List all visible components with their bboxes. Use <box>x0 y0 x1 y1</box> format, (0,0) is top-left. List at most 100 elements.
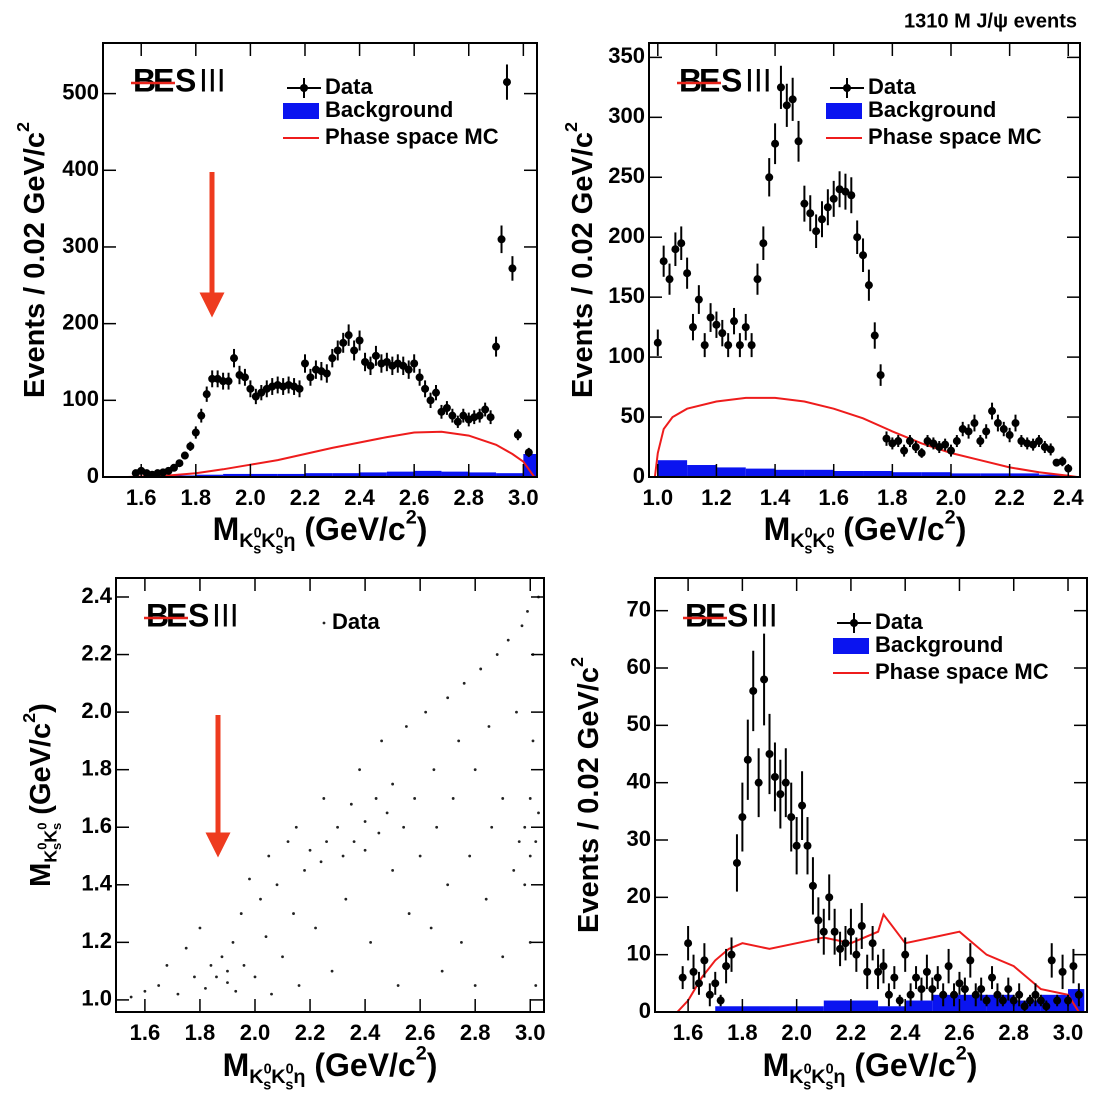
data-point <box>738 813 747 822</box>
data-point <box>700 956 709 965</box>
data-point <box>829 194 838 203</box>
data-point <box>977 985 986 994</box>
axis-title-part: (GeV/c <box>25 723 57 823</box>
scatter-point <box>358 768 361 772</box>
data-point <box>712 320 721 329</box>
data-point <box>689 967 698 976</box>
y-tick-label: 50 <box>627 711 651 736</box>
data-point <box>421 384 430 393</box>
scatter-point <box>515 710 518 714</box>
axis-title-part: (GeV/c <box>295 511 405 547</box>
axis-title-part: s <box>285 1077 293 1093</box>
scatter-point <box>363 820 367 823</box>
data-point <box>847 191 856 200</box>
y-tick-label: 1.4 <box>81 871 112 896</box>
plot-area <box>676 633 1085 1012</box>
background-bar <box>195 474 224 477</box>
axis-title-part: 2 <box>19 713 39 723</box>
data-point <box>787 813 796 822</box>
data-point <box>711 979 720 988</box>
data-point <box>971 990 980 999</box>
data-point <box>1047 956 1056 965</box>
data-point <box>922 967 931 976</box>
axis-title-part: M <box>223 1047 250 1083</box>
axis-title-part: K <box>812 530 827 552</box>
background-bar <box>742 1006 770 1012</box>
data-point <box>944 962 953 971</box>
x-tick-label: 1.6 <box>130 1020 161 1045</box>
data-point <box>339 338 348 347</box>
axis-title: MK0 sK0 sη (GeV/c2) <box>763 1043 978 1094</box>
scatter-point <box>473 984 477 987</box>
data-point <box>993 419 1002 428</box>
data-point <box>1011 419 1020 428</box>
scatter-point <box>377 831 381 835</box>
data-point <box>782 101 791 110</box>
scatter-point <box>495 653 499 656</box>
data-point <box>724 341 733 350</box>
background-bar <box>1038 474 1069 477</box>
data-point <box>792 841 801 850</box>
data-point <box>322 369 331 378</box>
axis-title-part: (GeV/c <box>845 1047 955 1083</box>
background-bar <box>769 1006 797 1012</box>
legend-label: Background <box>875 632 1003 657</box>
data-point <box>432 388 441 397</box>
scatter-point <box>501 955 505 959</box>
axis-title-part: 0 <box>264 1061 272 1077</box>
axis-title: MK0 sK0 sη (GeV/c2) <box>223 1043 438 1094</box>
axis-title-part: ) <box>417 511 428 547</box>
data-point <box>659 257 668 266</box>
legend-label: Phase space MC <box>875 659 1049 684</box>
mc-curve <box>653 396 1078 477</box>
y-tick-label: 50 <box>621 403 645 428</box>
scatter-point <box>487 725 491 728</box>
y-tick-label: 0 <box>87 463 99 488</box>
data-point <box>426 396 435 405</box>
data-point <box>1074 990 1083 999</box>
data-point <box>906 990 915 999</box>
data-point <box>486 413 495 422</box>
data-point <box>716 996 725 1005</box>
data-point <box>857 922 866 931</box>
scatter-point <box>446 696 450 700</box>
scatter-point <box>534 840 538 844</box>
x-tick-label: 2.4 <box>344 485 375 510</box>
data-point <box>1015 990 1024 999</box>
axis-title-part: K <box>790 530 805 552</box>
scatter-point <box>385 811 389 815</box>
logo-letter: B <box>133 62 156 98</box>
scatter-point <box>231 940 235 944</box>
data-point <box>180 451 189 460</box>
data-point <box>1005 431 1014 440</box>
data-point <box>1046 445 1055 454</box>
scatter-point <box>402 825 406 829</box>
scatter-point <box>248 877 251 881</box>
data-point <box>964 427 973 436</box>
data-point <box>1042 1002 1051 1011</box>
data-point <box>901 950 910 959</box>
axis-title-part: K <box>789 1066 804 1088</box>
scatter-point <box>193 975 196 979</box>
logo-letter: B <box>679 62 702 98</box>
data-point <box>765 173 774 182</box>
logo-letter: III <box>199 62 226 98</box>
data-point <box>448 411 457 420</box>
scatter-point <box>294 825 298 829</box>
data-point <box>890 973 899 982</box>
logo-letter: S <box>188 597 209 633</box>
legend-marker <box>283 103 319 119</box>
axis-title-part: s <box>826 541 834 557</box>
x-tick-label: 2.2 <box>295 1020 326 1045</box>
legend-marker <box>833 638 869 654</box>
data-point <box>911 443 920 452</box>
y-tick-label: 2.4 <box>81 583 112 608</box>
axis-title-part: 2 <box>561 122 581 132</box>
legend-label: Data <box>325 74 373 99</box>
logo-letter: E <box>699 62 720 98</box>
scatter-point <box>520 624 524 628</box>
scatter-point <box>528 797 532 800</box>
scatter-point <box>473 768 477 772</box>
axis-title-part: η <box>283 530 295 552</box>
data-point <box>788 95 797 104</box>
